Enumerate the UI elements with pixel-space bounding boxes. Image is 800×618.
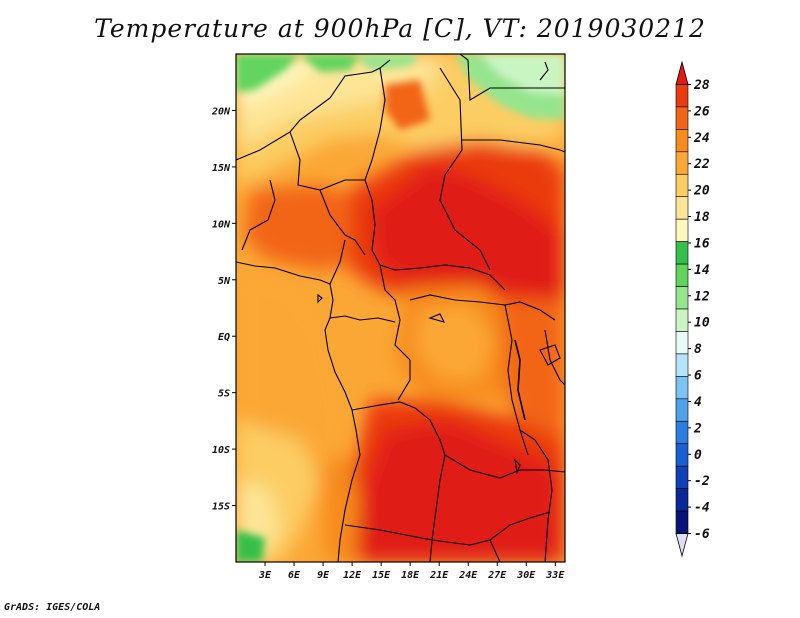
lon-tick-label: 24E [458,570,478,581]
colorbar-max-triangle [675,60,689,85]
lon-tick-label: 33E [545,570,565,581]
colorbar-swatch [675,173,689,198]
latitude-axis: 20N 15N 10N 5N EQ 5S 10S 15S [211,106,236,513]
colorbar-swatch [675,286,689,310]
lat-tick-label: 15S [212,502,230,513]
colorbar-label: 18 [694,210,710,225]
lon-tick-label: 21E [429,570,449,581]
map-frame [235,53,566,563]
lon-tick-label: 12E [343,570,362,581]
lat-tick-label: EQ [218,332,230,343]
colorbar-label: -4 [694,501,710,516]
temperature-field [236,54,565,562]
lon-tick-label: 27E [487,570,507,581]
longitude-axis: 3E 6E 9E 12E 15E 18E 21E 24E 27E 30E 33E [258,562,565,581]
lat-tick-label: 5S [218,389,230,400]
colorbar-label: 10 [694,316,710,331]
colorbar-swatch [675,84,689,108]
lat-tick-label: 10S [212,445,230,456]
colorbar-label: 0 [694,448,702,463]
lat-tick-label: 15N [212,163,231,174]
colorbar-swatch [675,510,689,534]
colorbar-swatch [675,263,689,287]
lon-tick-label: 3E [258,570,272,581]
colorbar-swatch [675,443,689,467]
colorbar-swatch [675,218,689,242]
colorbar-swatch [675,308,689,332]
lat-tick-label: 10N [212,219,231,230]
country-borders [236,54,565,562]
lon-tick-label: 9E [317,570,330,581]
chart-title: Temperature at 900hPa [C], VT: 201903021… [94,14,706,43]
lon-tick-label: 18E [401,570,420,581]
colorbar-label: 2 [693,421,702,436]
colorbar-label: 6 [694,369,702,384]
colorbar-label: 22 [693,157,710,172]
colorbar-swatch [675,398,689,422]
colorbar-label: 8 [694,342,702,357]
colorbar-swatch [675,376,689,400]
grads-credit: GrADS: IGES/COLA [4,602,101,613]
colorbar-label: 24 [693,131,710,146]
colorbar-swatch [675,241,689,265]
colorbar-label: 4 [694,395,702,410]
colorbar-label: -6 [694,527,710,542]
colorbar-swatch [675,151,689,175]
colorbar-swatch [675,129,689,153]
colorbar-swatch [675,488,689,512]
lon-tick-label: 15E [372,570,391,581]
colorbar-label: 14 [694,263,710,278]
colorbar-swatch [675,465,689,489]
colorbar-label: 26 [693,104,710,119]
colorbar-swatch [675,106,689,130]
colorbar-label: 28 [693,78,710,93]
lat-tick-label: 20N [211,106,231,117]
colorbar-label: -2 [694,474,710,489]
colorbar-label: 16 [694,236,710,251]
colorbar-swatch [675,196,689,220]
colorbar-label: 20 [693,184,710,199]
colorbar-label: 12 [694,289,710,304]
colorbar-swatch [675,353,689,377]
lon-tick-label: 30E [516,570,536,581]
lon-tick-label: 6E [288,570,301,581]
colorbar-swatch [675,331,689,355]
lat-tick-label: 5N [218,276,231,287]
colorbar-swatch [675,420,689,445]
colorbar-min-triangle [675,533,689,558]
